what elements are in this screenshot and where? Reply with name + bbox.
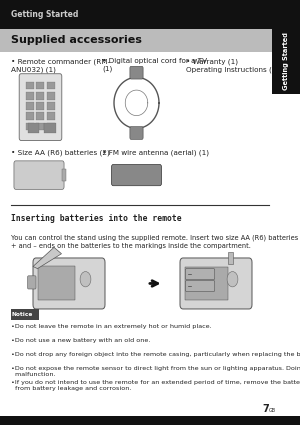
- Bar: [44, 124, 56, 133]
- Bar: [46, 113, 55, 120]
- FancyBboxPatch shape: [112, 164, 161, 186]
- Text: Getting Started: Getting Started: [11, 10, 78, 19]
- Bar: [26, 123, 34, 130]
- Bar: [36, 113, 44, 120]
- Polygon shape: [184, 267, 228, 300]
- Text: • Remote commander (RM-
ANU032) (1): • Remote commander (RM- ANU032) (1): [11, 58, 109, 73]
- Bar: [0, 0, 300, 29]
- Text: • Warranty (1)
Operating Instructions (1): • Warranty (1) Operating Instructions (1…: [186, 58, 279, 73]
- Circle shape: [227, 272, 238, 287]
- Polygon shape: [38, 266, 75, 300]
- Bar: [26, 113, 34, 120]
- FancyBboxPatch shape: [185, 269, 215, 280]
- Text: GB: GB: [269, 408, 276, 414]
- Bar: [36, 82, 44, 90]
- Text: •Do not drop any foreign object into the remote casing, particularly when replac: •Do not drop any foreign object into the…: [11, 352, 300, 357]
- Bar: [46, 102, 55, 110]
- Bar: [36, 123, 44, 130]
- Text: You can control the stand using the supplied remote. Insert two size AA (R6) bat: You can control the stand using the supp…: [11, 235, 300, 249]
- FancyBboxPatch shape: [130, 127, 143, 139]
- FancyBboxPatch shape: [185, 280, 215, 292]
- FancyBboxPatch shape: [33, 258, 105, 309]
- Text: 7: 7: [262, 404, 269, 414]
- Bar: [28, 124, 39, 133]
- FancyBboxPatch shape: [19, 74, 62, 141]
- Text: Notice: Notice: [11, 312, 33, 317]
- FancyBboxPatch shape: [28, 276, 36, 289]
- Bar: [0, 416, 300, 425]
- Bar: [46, 92, 55, 100]
- Circle shape: [80, 272, 91, 287]
- Text: •Do not use a new battery with an old one.: •Do not use a new battery with an old on…: [11, 338, 150, 343]
- Bar: [0, 29, 272, 52]
- Bar: [272, 28, 300, 94]
- Bar: [26, 82, 34, 90]
- Text: Getting Started: Getting Started: [283, 31, 289, 90]
- Text: • FM wire antenna (aerial) (1): • FM wire antenna (aerial) (1): [102, 150, 209, 156]
- Text: •Do not expose the remote sensor to direct light from the sun or lighting appara: •Do not expose the remote sensor to dire…: [11, 366, 300, 377]
- Bar: [272, 0, 300, 29]
- Bar: [11, 309, 39, 320]
- Text: Supplied accessories: Supplied accessories: [11, 35, 141, 45]
- Text: • Digital optical cord for a TV
(1): • Digital optical cord for a TV (1): [102, 58, 207, 72]
- Polygon shape: [228, 252, 232, 264]
- Bar: [62, 169, 66, 181]
- Polygon shape: [33, 247, 62, 269]
- Text: Inserting batteries into the remote: Inserting batteries into the remote: [11, 214, 181, 223]
- Bar: [46, 123, 55, 130]
- Bar: [26, 92, 34, 100]
- FancyBboxPatch shape: [130, 66, 143, 79]
- Bar: [26, 102, 34, 110]
- Bar: [36, 102, 44, 110]
- Bar: [36, 92, 44, 100]
- Text: •Do not leave the remote in an extremely hot or humid place.: •Do not leave the remote in an extremely…: [11, 324, 211, 329]
- Bar: [46, 82, 55, 90]
- Text: • Size AA (R6) batteries (2): • Size AA (R6) batteries (2): [11, 150, 109, 156]
- FancyBboxPatch shape: [14, 161, 64, 190]
- FancyBboxPatch shape: [180, 258, 252, 309]
- Text: •If you do not intend to use the remote for an extended period of time, remove t: •If you do not intend to use the remote …: [11, 380, 300, 391]
